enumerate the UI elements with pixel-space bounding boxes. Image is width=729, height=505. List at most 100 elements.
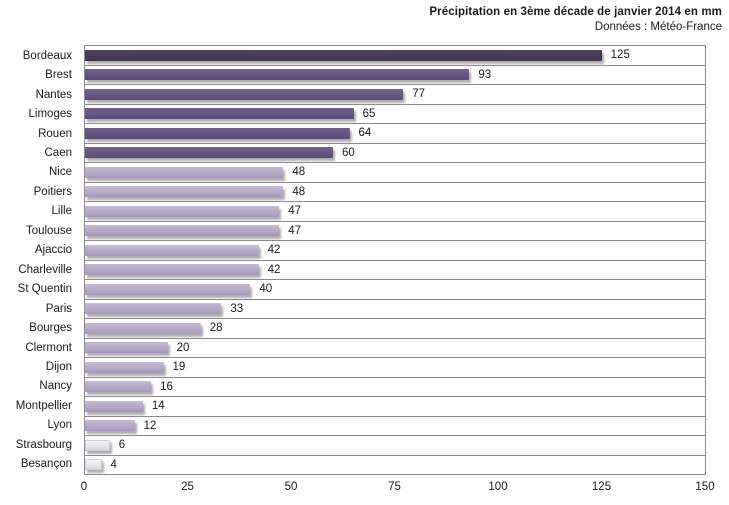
bar [85, 108, 354, 120]
chart-row: 28 [85, 319, 705, 339]
x-tick-label: 125 [591, 481, 612, 493]
chart-header: Précipitation en 3ème décade de janvier … [429, 5, 722, 35]
bar-value-label: 40 [259, 283, 273, 296]
bar-value-label: 65 [362, 107, 376, 120]
bar-value-label: 47 [288, 224, 302, 237]
category-label: Montpellier [15, 399, 72, 412]
category-label: Charleville [18, 263, 72, 276]
chart-row: 33 [85, 300, 705, 319]
category-label: Dijon [45, 360, 72, 373]
chart-source: Données : Météo-France [594, 21, 722, 33]
plot-area: 125 93 77 65 64 60 48 48 47 47 42 [84, 45, 706, 475]
chart-row: 4 [85, 456, 705, 475]
chart-row: 65 [85, 105, 705, 124]
bar-value-label: 14 [151, 400, 165, 413]
bar [85, 147, 333, 159]
chart-row: 6 [85, 436, 705, 456]
chart-row: 64 [85, 124, 705, 144]
x-tick-label: 25 [181, 481, 194, 493]
bar [85, 166, 284, 178]
bar-value-label: 4 [110, 458, 117, 471]
bar [85, 342, 168, 354]
chart-row: 16 [85, 378, 705, 397]
chart-row: 14 [85, 397, 705, 417]
bar [85, 381, 152, 393]
bar-value-label: 6 [118, 439, 126, 452]
chart-row: 47 [85, 202, 705, 222]
chart-row: 20 [85, 339, 705, 358]
bar [85, 88, 404, 100]
bar [85, 127, 350, 139]
chart-row: 48 [85, 163, 705, 183]
x-axis: 0 25 50 75 100 125 150 [80, 481, 715, 497]
category-label: Clermont [25, 341, 72, 354]
bar [85, 244, 259, 256]
bar [85, 400, 143, 412]
bar [85, 459, 102, 471]
chart-row: 47 [85, 222, 705, 241]
bar [85, 322, 201, 334]
category-label: Caen [44, 146, 73, 159]
category-labels: Bordeaux Brest Nantes Limoges Rouen Caen Nice P… [0, 46, 78, 474]
bar [85, 283, 251, 295]
chart-row: 93 [85, 66, 705, 85]
chart-row: 60 [85, 144, 705, 163]
bar-value-label: 93 [478, 68, 492, 81]
bar-value-label: 19 [172, 361, 186, 374]
chart-row: 77 [85, 85, 705, 105]
bar [85, 439, 110, 451]
category-label: Limoges [28, 108, 72, 121]
chart-row: 42 [85, 261, 705, 280]
category-label: Ajaccio [34, 244, 72, 257]
bar-value-label: 33 [230, 302, 244, 315]
category-label: Brest [45, 69, 72, 82]
bar-value-label: 12 [143, 419, 157, 432]
bar-value-label: 42 [267, 263, 281, 276]
category-label: Bordeaux [22, 49, 72, 62]
bar [85, 420, 135, 432]
bar [85, 49, 602, 61]
category-label: Toulouse [25, 224, 72, 237]
bar-value-label: 60 [342, 146, 355, 159]
bar-value-label: 48 [292, 185, 306, 198]
bar-value-label: 16 [160, 380, 173, 393]
bar-value-label: 42 [267, 244, 281, 257]
bar-value-label: 125 [610, 49, 630, 62]
bar-value-label: 48 [292, 166, 306, 179]
category-label: Rouen [38, 127, 72, 140]
bar [85, 303, 222, 315]
category-label: Bourges [29, 322, 72, 335]
x-tick-label: 0 [80, 481, 88, 493]
bar [85, 186, 284, 198]
category-label: Lille [51, 205, 72, 218]
category-label: Paris [45, 302, 72, 315]
x-tick-label: 50 [284, 481, 298, 493]
x-tick-label: 75 [388, 481, 401, 493]
x-tick-label: 100 [488, 481, 508, 493]
bar [85, 264, 259, 276]
category-label: Besançon [20, 458, 72, 471]
chart-row: 40 [85, 280, 705, 300]
bar-value-label: 77 [412, 88, 426, 101]
chart-row: 19 [85, 358, 705, 378]
category-label: Nantes [35, 88, 72, 101]
bar-value-label: 64 [358, 127, 372, 140]
category-label: Strasbourg [15, 438, 72, 451]
x-tick-label: 150 [695, 481, 715, 493]
bar-value-label: 28 [209, 322, 223, 335]
chart-row: 42 [85, 241, 705, 261]
category-label: Lyon [47, 419, 72, 432]
chart-row: 12 [85, 417, 705, 436]
chart-row: 48 [85, 183, 705, 202]
bar [85, 361, 164, 373]
bar [85, 225, 280, 237]
category-label: Nice [48, 166, 72, 179]
bar [85, 205, 280, 217]
bar [85, 69, 470, 81]
bar-value-label: 20 [176, 341, 190, 354]
category-label: St Quentin [17, 283, 72, 296]
bar-value-label: 47 [288, 205, 302, 218]
chart-title: Précipitation en 3ème décade de janvier … [429, 6, 722, 18]
chart-row: 125 [85, 46, 705, 66]
